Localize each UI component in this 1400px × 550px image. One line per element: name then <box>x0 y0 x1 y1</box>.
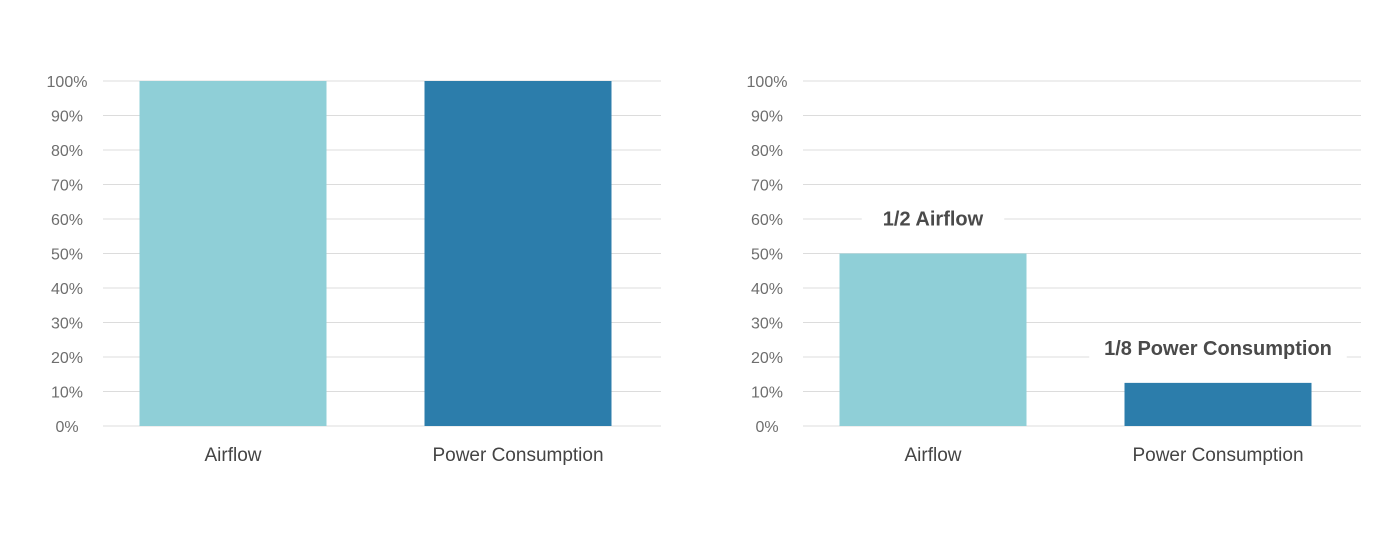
chart-half-speed: 0% 10% 20% 30% 40% 50% 60% 70% 80% 90% 100% Airflow… <box>747 74 1361 466</box>
chart-full-speed: 0% 10% 20% 30% 40% 50% 60% 70% 80% 90% 100% Airflow… <box>47 74 661 466</box>
x-category-label: Power Consumption <box>1132 445 1303 466</box>
y-tick-label: 40% <box>51 281 83 298</box>
y-tick-label: 0% <box>755 419 778 436</box>
y-tick-label: 100% <box>47 74 88 91</box>
y-tick-label: 100% <box>747 74 788 91</box>
bar <box>139 81 327 426</box>
x-category-label: Airflow <box>904 445 961 466</box>
y-tick-label: 20% <box>751 350 783 367</box>
y-tick-label: 60% <box>51 212 83 229</box>
y-tick-label: 60% <box>751 212 783 229</box>
y-tick-label: 40% <box>751 281 783 298</box>
bar <box>839 253 1027 426</box>
y-tick-label: 80% <box>751 143 783 160</box>
y-tick-label: 0% <box>55 419 78 436</box>
y-tick-label: 20% <box>51 350 83 367</box>
bar-annotation: 1/2 Airflow <box>883 209 984 231</box>
y-tick-label: 50% <box>51 247 83 264</box>
x-category-label: Airflow <box>204 445 261 466</box>
annotation-background <box>861 203 1005 232</box>
y-tick-label: 70% <box>51 178 83 195</box>
y-tick-label: 90% <box>751 109 783 126</box>
bar-annotation: 1/8 Power Consumption <box>1104 338 1332 360</box>
bar <box>1124 382 1312 426</box>
y-tick-label: 80% <box>51 143 83 160</box>
y-tick-label: 70% <box>751 178 783 195</box>
annotation-background <box>1089 332 1347 361</box>
y-tick-label: 10% <box>751 385 783 402</box>
y-tick-label: 10% <box>51 385 83 402</box>
y-tick-label: 30% <box>751 316 783 333</box>
y-tick-label: 90% <box>51 109 83 126</box>
x-category-label: Power Consumption <box>432 445 603 466</box>
bar <box>424 81 612 426</box>
y-tick-label: 50% <box>751 247 783 264</box>
y-tick-label: 30% <box>51 316 83 333</box>
